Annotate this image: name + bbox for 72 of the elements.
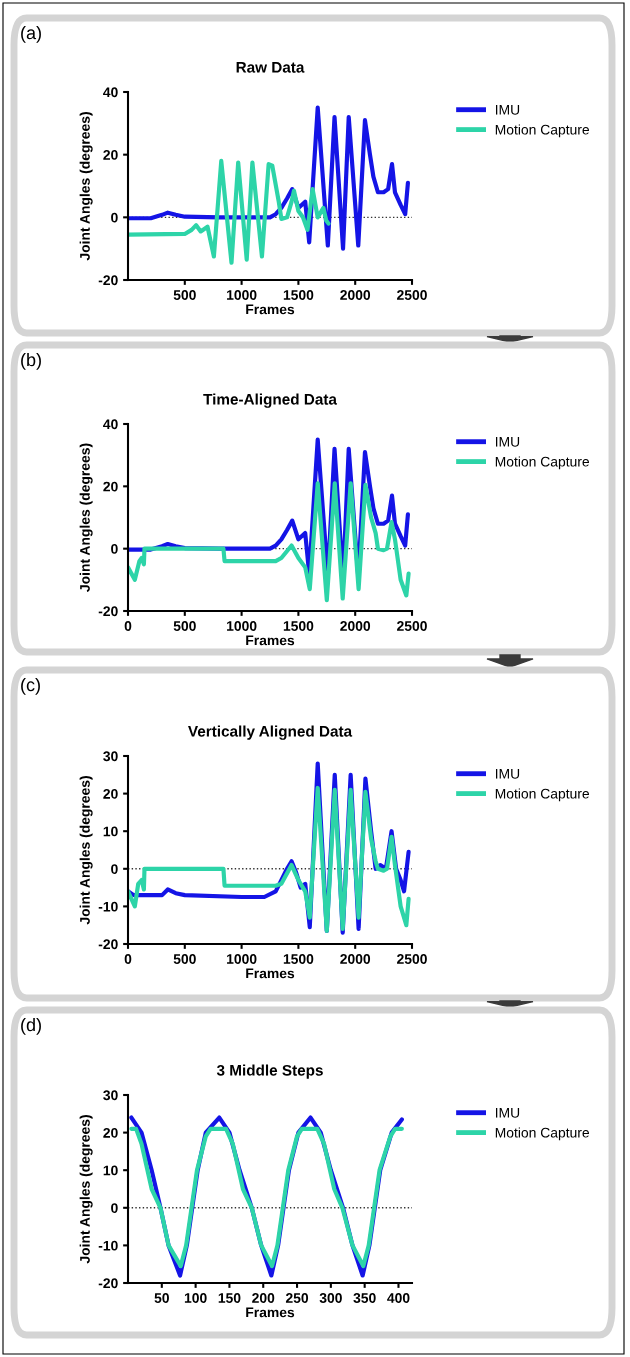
chart-title: Raw Data bbox=[236, 62, 305, 73]
x-tick-label: 2000 bbox=[340, 954, 371, 964]
x-tick-label: 0 bbox=[124, 621, 132, 631]
y-axis-title: Joint Angles (degrees) bbox=[79, 776, 93, 925]
x-axis-title: Frames bbox=[246, 1307, 295, 1318]
chart-title: Vertically Aligned Data bbox=[188, 725, 353, 740]
x-axis-title: Frames bbox=[246, 968, 295, 979]
y-tick-label: -20 bbox=[98, 606, 118, 617]
text: (b) bbox=[21, 353, 41, 370]
x-tick-label: 0 bbox=[124, 954, 132, 964]
x-tick-label: 2000 bbox=[340, 621, 371, 631]
x-tick-label: 1500 bbox=[283, 290, 314, 300]
y-tick-label: 30 bbox=[103, 751, 118, 762]
y-tick-label: 20 bbox=[103, 788, 118, 799]
x-tick-label: 150 bbox=[218, 1293, 241, 1303]
legend-label: Motion Capture bbox=[495, 124, 590, 138]
x-tick-label: 1500 bbox=[283, 954, 314, 964]
y-tick-label: 10 bbox=[103, 826, 118, 837]
x-tick-label: 500 bbox=[173, 954, 196, 964]
legend-label: IMU bbox=[495, 437, 520, 447]
x-tick-label: 1500 bbox=[283, 621, 314, 631]
chart-title: 3 Middle Steps bbox=[216, 1064, 323, 1079]
x-tick-label: 300 bbox=[319, 1293, 342, 1303]
line-series bbox=[128, 105, 410, 251]
x-axis-title: Frames bbox=[246, 635, 295, 646]
x-tick-label: 500 bbox=[173, 621, 196, 631]
x-tick-label: 500 bbox=[173, 290, 196, 300]
x-tick-label: 350 bbox=[353, 1293, 376, 1303]
line-series bbox=[128, 481, 411, 603]
legend-label: IMU bbox=[495, 769, 520, 779]
y-tick-label: 0 bbox=[111, 1203, 118, 1213]
x-tick-label: 2500 bbox=[397, 621, 427, 631]
x-tick-label: 2000 bbox=[340, 290, 371, 300]
line-series bbox=[128, 158, 331, 265]
y-tick-label: -10 bbox=[98, 901, 118, 912]
y-axis-title: Joint Angles (degrees) bbox=[79, 1115, 93, 1264]
y-tick-label: 20 bbox=[103, 150, 118, 160]
x-tick-label: 400 bbox=[387, 1293, 410, 1303]
legend-label: Motion Capture bbox=[495, 456, 590, 470]
chart-title: Time-Aligned Data bbox=[203, 393, 338, 408]
y-tick-label: -10 bbox=[98, 1240, 118, 1251]
y-tick-label: 40 bbox=[103, 419, 118, 430]
y-tick-label: 20 bbox=[103, 481, 118, 492]
legend-label: Motion Capture bbox=[495, 788, 590, 802]
x-tick-label: 250 bbox=[285, 1293, 309, 1303]
x-tick-label: 1000 bbox=[227, 621, 257, 631]
x-axis-title: Frames bbox=[246, 304, 295, 315]
legend-label: IMU bbox=[495, 1108, 520, 1118]
text: (d) bbox=[21, 1018, 41, 1035]
x-tick-label: 200 bbox=[252, 1293, 275, 1303]
x-tick-label: 1000 bbox=[227, 290, 257, 300]
y-tick-label: -20 bbox=[98, 1278, 118, 1289]
y-tick-label: -20 bbox=[98, 275, 118, 286]
y-tick-label: 0 bbox=[111, 544, 118, 554]
y-tick-label: 30 bbox=[103, 1090, 118, 1101]
legend-label: IMU bbox=[495, 105, 520, 115]
text: (c) bbox=[21, 678, 40, 695]
y-tick-label: 40 bbox=[103, 87, 118, 98]
y-tick-label: 20 bbox=[103, 1127, 118, 1138]
y-tick-label: 0 bbox=[111, 864, 118, 874]
legend-label: Motion Capture bbox=[495, 1127, 590, 1141]
y-tick-label: 10 bbox=[103, 1165, 118, 1176]
y-tick-label: 0 bbox=[111, 212, 118, 223]
text: (a) bbox=[21, 26, 41, 43]
x-tick-label: 50 bbox=[154, 1293, 169, 1303]
y-axis-title: Joint Angles (degrees) bbox=[79, 443, 93, 592]
y-tick-label: -20 bbox=[98, 939, 118, 950]
x-tick-label: 1000 bbox=[227, 954, 257, 964]
x-tick-label: 2500 bbox=[397, 954, 427, 964]
y-axis-title: Joint Angles (degrees) bbox=[79, 112, 93, 261]
x-tick-label: 100 bbox=[184, 1293, 207, 1303]
x-tick-label: 2500 bbox=[397, 290, 427, 300]
